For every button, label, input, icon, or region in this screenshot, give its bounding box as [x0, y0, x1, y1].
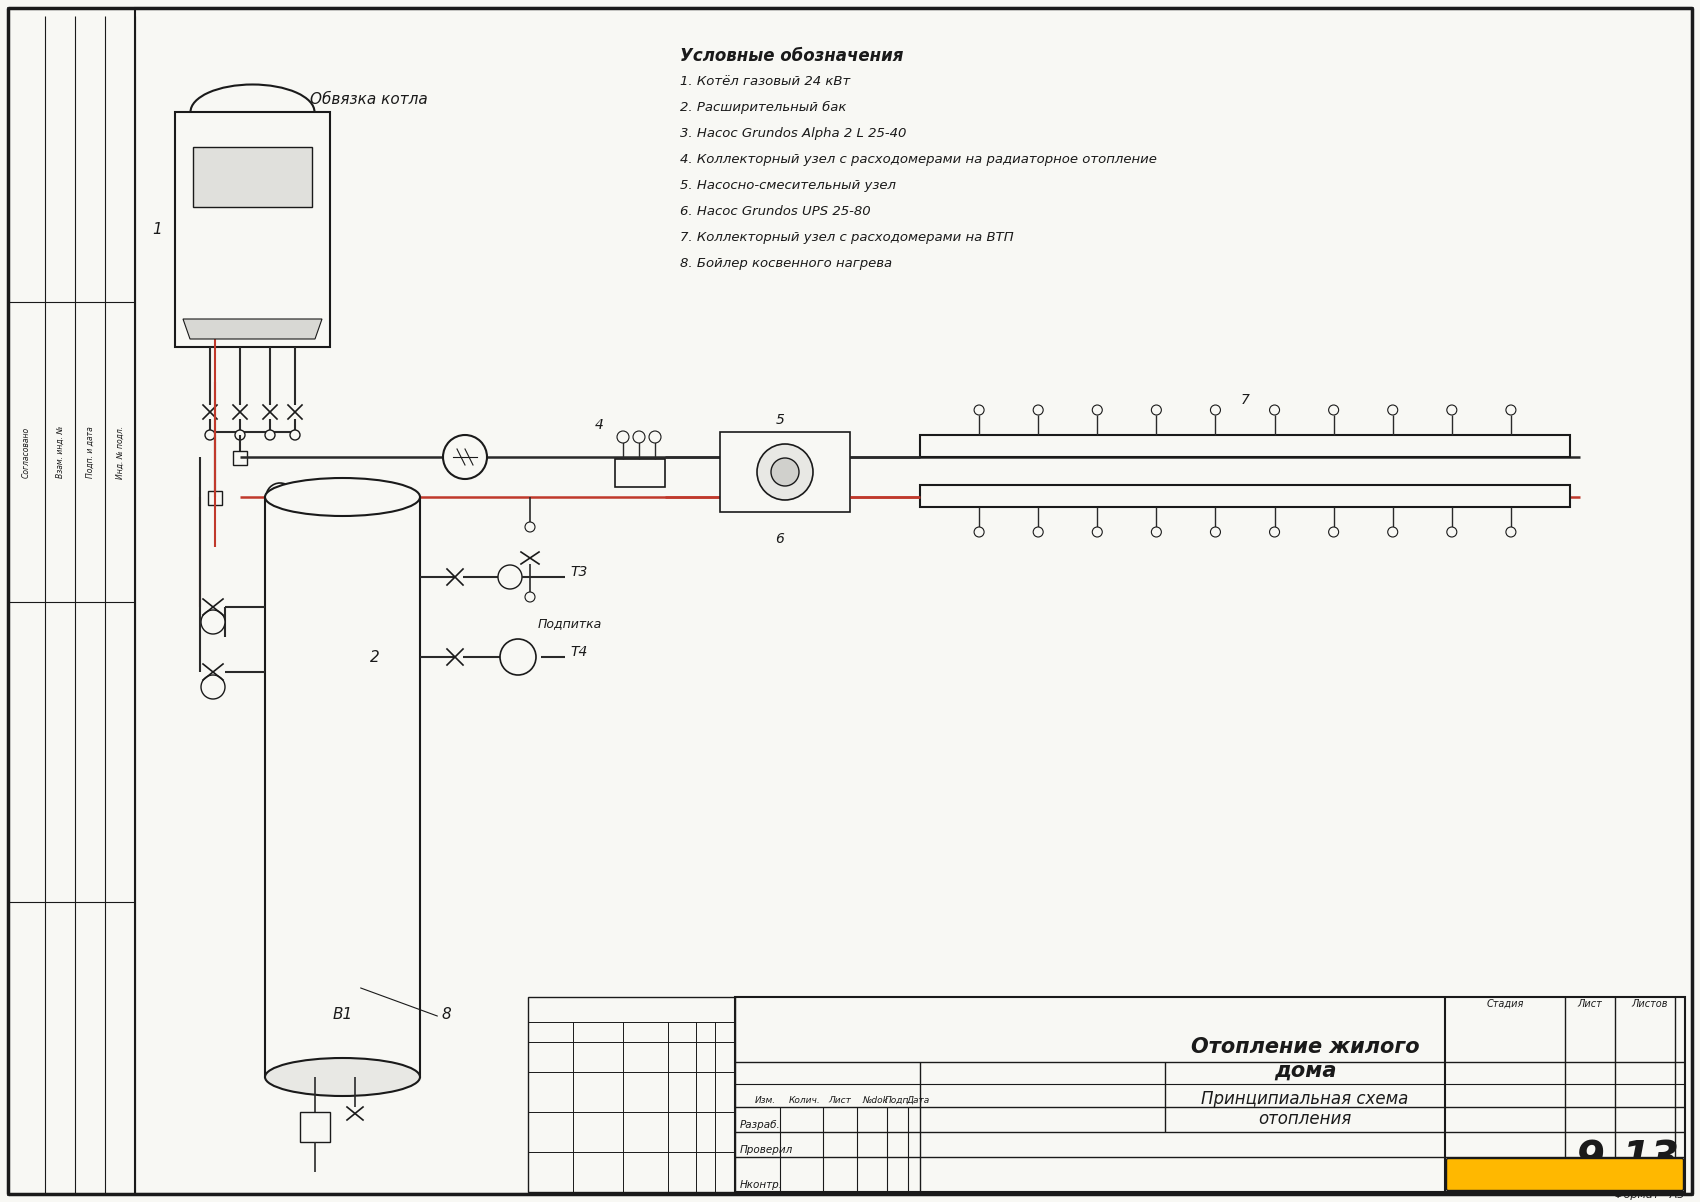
Text: Отопление жилого
дома: Отопление жилого дома: [1190, 1037, 1420, 1081]
Bar: [920, 435, 1571, 457]
Circle shape: [525, 593, 536, 602]
Text: Лист: Лист: [1578, 999, 1603, 1008]
Text: Инд. № подл.: Инд. № подл.: [116, 426, 124, 478]
Text: 9: 9: [1576, 1138, 1605, 1180]
Ellipse shape: [265, 478, 420, 516]
Circle shape: [1151, 526, 1161, 537]
Text: T4: T4: [570, 645, 588, 659]
Text: 1: 1: [151, 222, 162, 237]
Circle shape: [617, 432, 629, 444]
Circle shape: [1034, 526, 1044, 537]
Text: Проверил: Проверил: [740, 1146, 794, 1155]
Circle shape: [291, 430, 299, 440]
Text: Подп. и дата: Подп. и дата: [85, 427, 95, 478]
Text: Согласовано: Согласовано: [22, 427, 31, 477]
Polygon shape: [184, 319, 321, 339]
Text: Дата: Дата: [906, 1096, 930, 1105]
Text: 1. Котёл газовый 24 кВт: 1. Котёл газовый 24 кВт: [680, 75, 850, 88]
Circle shape: [265, 430, 275, 440]
Circle shape: [1210, 526, 1221, 537]
Text: 8: 8: [442, 1007, 452, 1022]
Text: Стадия: Стадия: [1486, 999, 1523, 1008]
Circle shape: [974, 405, 984, 415]
Text: Взам. инд. №: Взам. инд. №: [56, 426, 65, 478]
Circle shape: [309, 529, 350, 569]
Circle shape: [265, 483, 294, 511]
Ellipse shape: [265, 1058, 420, 1096]
Text: Подпитка: Подпитка: [537, 617, 602, 630]
Circle shape: [444, 435, 486, 480]
Bar: [615, 459, 665, 487]
FancyBboxPatch shape: [1447, 1159, 1683, 1190]
Circle shape: [525, 522, 536, 532]
Bar: [734, 996, 1685, 1192]
Text: 6. Насос Grundos UPS 25-80: 6. Насос Grundos UPS 25-80: [680, 206, 870, 218]
Text: T3: T3: [570, 565, 588, 579]
Text: Лист: Лист: [828, 1096, 852, 1105]
Text: Колич.: Колич.: [789, 1096, 821, 1105]
Text: Листов: Листов: [1632, 999, 1668, 1008]
Text: Формат   А3: Формат А3: [1615, 1190, 1685, 1200]
Text: 3. Насос Grundos Alpha 2 L 25-40: 3. Насос Grundos Alpha 2 L 25-40: [680, 127, 906, 139]
Text: 2: 2: [371, 650, 379, 665]
Circle shape: [1387, 526, 1397, 537]
Bar: [207, 490, 223, 505]
Text: ИНЖЕНЕРНЫЕ: ИНЖЕНЕРНЫЕ: [1496, 1155, 1635, 1173]
Text: Изм.: Изм.: [755, 1096, 775, 1105]
Text: СИСТЕМЫ.РФ: СИСТЕМЫ.РФ: [1499, 1178, 1630, 1196]
Bar: [920, 484, 1571, 507]
Text: Разраб.: Разраб.: [740, 1120, 780, 1130]
Circle shape: [1387, 405, 1397, 415]
Bar: [265, 496, 420, 1077]
Text: В1: В1: [333, 1007, 352, 1022]
Text: Принципиальная схема
отопления: Принципиальная схема отопления: [1202, 1089, 1409, 1129]
Circle shape: [1329, 405, 1338, 415]
Circle shape: [632, 432, 644, 444]
Circle shape: [235, 430, 245, 440]
Text: 4. Коллекторный узел с расходомерами на радиаторное отопление: 4. Коллекторный узел с расходомерами на …: [680, 153, 1158, 166]
Text: Подп.: Подп.: [884, 1096, 911, 1105]
Bar: [175, 112, 330, 347]
Text: 5. Насосно-смесительный узел: 5. Насосно-смесительный узел: [680, 179, 896, 192]
Circle shape: [649, 432, 661, 444]
Circle shape: [201, 609, 224, 633]
Circle shape: [1270, 405, 1280, 415]
Text: 7: 7: [1241, 393, 1250, 407]
Ellipse shape: [355, 537, 415, 627]
Bar: [233, 451, 246, 465]
Circle shape: [1506, 526, 1516, 537]
Circle shape: [201, 676, 224, 700]
Text: 4: 4: [595, 418, 604, 432]
Circle shape: [772, 458, 799, 486]
Bar: [299, 1112, 330, 1142]
Circle shape: [1151, 405, 1161, 415]
Circle shape: [974, 526, 984, 537]
Text: №dok: №dok: [862, 1096, 887, 1105]
Circle shape: [1270, 526, 1280, 537]
Text: Нконтр.: Нконтр.: [740, 1180, 784, 1190]
Text: 8. Бойлер косвенного нагрева: 8. Бойлер косвенного нагрева: [680, 257, 892, 270]
Bar: [529, 996, 734, 1192]
Circle shape: [498, 565, 522, 589]
Circle shape: [206, 430, 214, 440]
Text: 2. Расширительный бак: 2. Расширительный бак: [680, 101, 847, 114]
Text: 7. Коллекторный узел с расходомерами на ВТП: 7. Коллекторный узел с расходомерами на …: [680, 231, 1013, 244]
Bar: [721, 432, 850, 512]
Circle shape: [756, 444, 813, 500]
Circle shape: [1506, 405, 1516, 415]
Text: 5: 5: [775, 413, 784, 427]
Circle shape: [500, 639, 536, 676]
Circle shape: [1329, 526, 1338, 537]
Circle shape: [1447, 526, 1457, 537]
Text: 13: 13: [1622, 1138, 1680, 1180]
Circle shape: [1447, 405, 1457, 415]
Circle shape: [1034, 405, 1044, 415]
Circle shape: [1093, 405, 1102, 415]
Circle shape: [1093, 526, 1102, 537]
Circle shape: [1210, 405, 1221, 415]
Bar: [194, 147, 313, 207]
Text: Условные обозначения: Условные обозначения: [680, 47, 903, 65]
Text: 6: 6: [775, 532, 784, 546]
Text: Обвязка котла: Обвязка котла: [309, 93, 428, 107]
